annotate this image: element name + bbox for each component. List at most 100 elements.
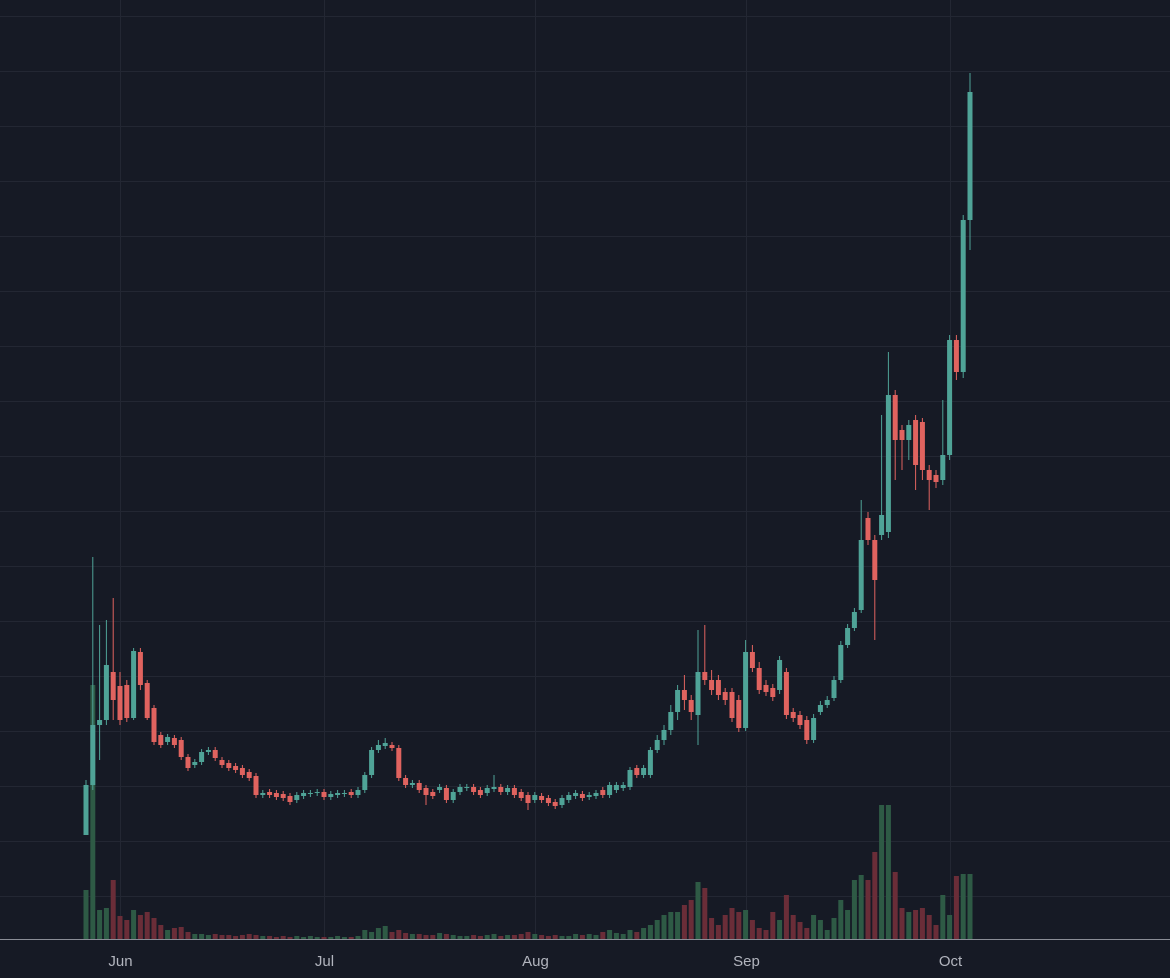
volume-bar bbox=[654, 920, 660, 940]
candle-body bbox=[246, 772, 252, 778]
candle-body bbox=[620, 785, 626, 788]
volume-bar bbox=[783, 895, 789, 940]
volume-bar bbox=[518, 934, 524, 940]
candle-body bbox=[294, 795, 300, 800]
volume-bar bbox=[872, 852, 878, 940]
candle-body bbox=[158, 735, 164, 745]
candle-body bbox=[681, 690, 687, 700]
candle-body bbox=[770, 688, 776, 697]
candle-body bbox=[763, 685, 769, 692]
candle-body bbox=[838, 645, 844, 680]
volume-bar bbox=[824, 930, 830, 940]
volume-bar bbox=[484, 935, 490, 940]
volume-bar bbox=[199, 934, 205, 940]
volume-bar bbox=[525, 932, 531, 940]
candle-body bbox=[90, 725, 96, 785]
candle-body bbox=[491, 787, 497, 789]
candle-body bbox=[348, 792, 354, 795]
volume-bar bbox=[260, 936, 266, 940]
candle-body bbox=[634, 768, 640, 775]
volume-bar bbox=[736, 912, 742, 940]
volume-bar bbox=[443, 934, 449, 940]
volume-bar bbox=[940, 895, 946, 940]
volume-bar bbox=[777, 920, 783, 940]
candle-body bbox=[559, 798, 565, 805]
volume-bar bbox=[885, 805, 891, 940]
volume-bar bbox=[661, 915, 667, 940]
candle-body bbox=[178, 740, 184, 757]
volume-bar bbox=[573, 934, 579, 940]
candle-body bbox=[124, 685, 130, 718]
volume-bar bbox=[559, 936, 565, 940]
volume-bar bbox=[477, 936, 483, 940]
candle-body bbox=[960, 220, 966, 372]
volume-bar bbox=[675, 912, 681, 940]
candle-body bbox=[845, 628, 851, 645]
candle-body bbox=[688, 700, 694, 712]
candle-body bbox=[464, 787, 470, 788]
volume-bar bbox=[899, 908, 905, 940]
candle-body bbox=[906, 425, 912, 440]
candle-body bbox=[335, 793, 341, 795]
volume-bar bbox=[205, 935, 211, 940]
volume-bar bbox=[239, 935, 245, 940]
candle-body bbox=[865, 518, 871, 540]
x-tick-label: Jul bbox=[315, 953, 334, 970]
candle-body bbox=[212, 750, 218, 758]
candle-body bbox=[715, 680, 721, 695]
candle-body bbox=[144, 683, 150, 718]
candle-body bbox=[831, 680, 837, 698]
candle-body bbox=[913, 420, 919, 465]
volume-bar bbox=[341, 937, 347, 940]
candle-body bbox=[879, 515, 885, 535]
candle-body bbox=[280, 794, 286, 798]
x-axis: Jun Jul Aug Sep Oct bbox=[108, 953, 963, 970]
volume-bar bbox=[647, 925, 653, 940]
volume-bar bbox=[83, 890, 89, 940]
candle-body bbox=[131, 651, 137, 718]
volume-bar bbox=[382, 926, 388, 940]
volume-bar bbox=[396, 930, 402, 940]
candle-body bbox=[253, 776, 259, 795]
volume-bar bbox=[355, 936, 361, 940]
candle-body bbox=[389, 745, 395, 748]
candle-body bbox=[498, 787, 504, 792]
volume-bar bbox=[831, 918, 837, 940]
volume-bar bbox=[226, 935, 232, 940]
volume-bar bbox=[743, 910, 749, 940]
volume-bar bbox=[722, 915, 728, 940]
volume-bar bbox=[403, 933, 409, 940]
candle-body bbox=[471, 787, 477, 792]
volume-bar bbox=[498, 936, 504, 940]
volume-pane bbox=[83, 685, 973, 940]
volume-bar bbox=[369, 932, 375, 940]
candle-body bbox=[607, 785, 613, 795]
volume-bar bbox=[811, 915, 817, 940]
volume-bar bbox=[953, 876, 959, 940]
volume-bar bbox=[620, 934, 626, 940]
volume-bar bbox=[851, 880, 857, 940]
x-tick-label: Jun bbox=[108, 953, 132, 970]
candle-body bbox=[375, 745, 381, 750]
volume-bar bbox=[552, 935, 558, 940]
volume-bar bbox=[545, 936, 551, 940]
candle-body bbox=[919, 422, 925, 470]
candle-body bbox=[484, 788, 490, 793]
volume-bar bbox=[464, 936, 470, 940]
volume-bar bbox=[471, 935, 477, 940]
volume-bar bbox=[790, 915, 796, 940]
candle-body bbox=[552, 802, 558, 806]
volume-bar bbox=[437, 933, 443, 940]
candle-body bbox=[593, 793, 599, 796]
volume-bar bbox=[151, 918, 157, 940]
volume-bar bbox=[641, 928, 647, 940]
volume-bar bbox=[389, 932, 395, 940]
candle-body bbox=[260, 793, 266, 795]
candle-body bbox=[525, 795, 531, 803]
volume-bar bbox=[634, 932, 640, 940]
volume-bar bbox=[763, 930, 769, 940]
candle-body bbox=[654, 740, 660, 750]
volume-bar bbox=[246, 934, 252, 940]
x-tick-label: Aug bbox=[522, 953, 549, 970]
